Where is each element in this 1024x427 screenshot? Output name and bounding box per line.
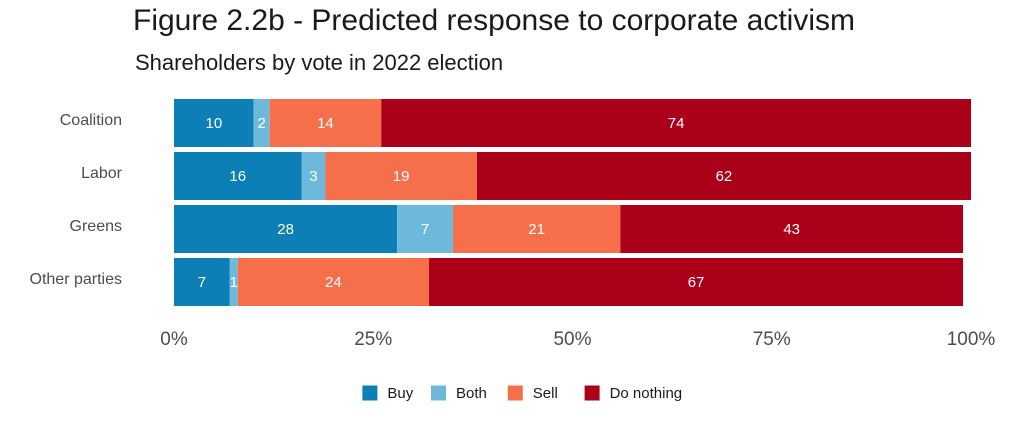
legend-label-buy: Buy	[387, 385, 413, 402]
bar-segment-greens-do-nothing	[620, 205, 964, 253]
data-label-coalition-do-nothing: 74	[668, 115, 685, 132]
category-label-other-parties: Other parties	[30, 271, 122, 288]
chart-title: Figure 2.2b - Predicted response to corp…	[133, 4, 856, 37]
bar-segment-labor-sell	[325, 152, 477, 200]
category-label-labor: Labor	[81, 165, 123, 182]
bar-segment-labor-do-nothing	[476, 152, 971, 200]
bar-segment-coalition-buy	[174, 99, 254, 147]
x-tick-label: 50%	[553, 329, 591, 350]
category-label-greens: Greens	[70, 218, 122, 235]
category-label-coalition: Coalition	[60, 112, 122, 129]
legend-label-do-nothing: Do nothing	[610, 385, 683, 402]
data-label-labor-buy: 16	[229, 168, 246, 185]
data-label-other-parties-sell: 24	[325, 274, 342, 291]
data-label-other-parties-buy: 7	[198, 274, 206, 291]
bar-segment-coalition-sell	[269, 99, 382, 147]
bar-segment-other-parties-both	[229, 258, 238, 306]
bar-segment-labor-both	[301, 152, 326, 200]
data-label-labor-sell: 19	[393, 168, 410, 185]
bar-segment-coalition-both	[253, 99, 270, 147]
data-label-other-parties-both: 1	[230, 274, 238, 291]
legend-label-sell: Sell	[533, 385, 558, 402]
bar-segment-other-parties-do-nothing	[429, 258, 964, 306]
legend-label-both: Both	[456, 385, 487, 402]
legend-swatch-sell	[507, 385, 523, 401]
chart-subtitle: Shareholders by vote in 2022 election	[135, 50, 504, 75]
data-label-greens-sell: 21	[528, 221, 545, 238]
data-label-greens-both: 7	[421, 221, 429, 238]
data-label-labor-do-nothing: 62	[716, 168, 733, 185]
data-label-other-parties-do-nothing: 67	[688, 274, 705, 291]
data-label-coalition-buy: 10	[206, 115, 223, 132]
bar-segment-other-parties-sell	[237, 258, 430, 306]
bar-segment-other-parties-buy	[174, 258, 230, 306]
bar-segment-labor-buy	[174, 152, 302, 200]
legend-swatch-buy	[362, 385, 378, 401]
x-tick-label: 75%	[753, 329, 791, 350]
data-label-coalition-sell: 14	[317, 115, 334, 132]
x-tick-label: 100%	[947, 329, 996, 350]
bar-segment-greens-both	[397, 205, 453, 253]
x-tick-label: 25%	[354, 329, 392, 350]
bar-segment-greens-buy	[174, 205, 398, 253]
data-label-coalition-both: 2	[257, 115, 265, 132]
x-tick-label: 0%	[160, 329, 188, 350]
data-label-greens-do-nothing: 43	[783, 221, 800, 238]
data-label-labor-both: 3	[309, 168, 317, 185]
legend-swatch-both	[431, 385, 446, 401]
bar-segment-coalition-do-nothing	[381, 99, 972, 147]
data-label-greens-buy: 28	[277, 221, 294, 238]
bar-segment-greens-sell	[452, 205, 621, 253]
legend-swatch-do-nothing	[584, 385, 600, 401]
